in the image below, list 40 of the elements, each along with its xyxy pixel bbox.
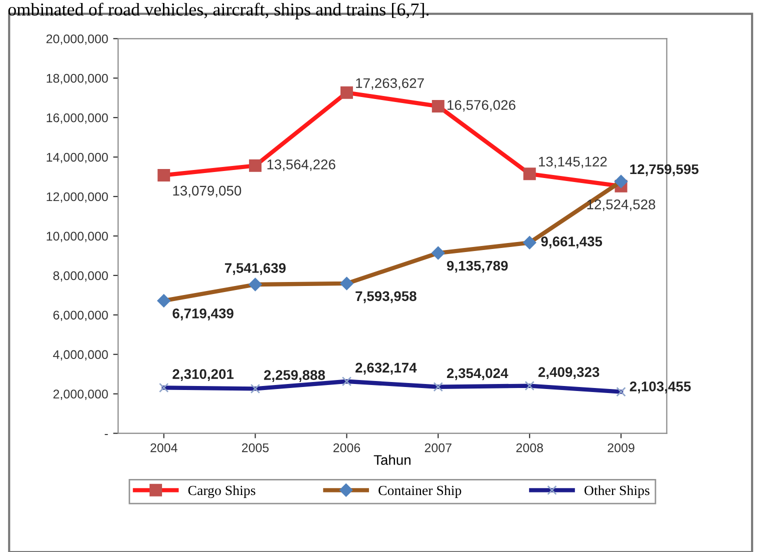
- y-tick-label: -: [104, 434, 108, 436]
- data-label: 2,103,455: [630, 382, 691, 394]
- legend-label: Other Ships: [584, 485, 650, 498]
- y-tick-label: 18,000,000: [46, 74, 108, 84]
- data-label: 2,259,888: [264, 370, 325, 382]
- data-label: 6,719,439: [172, 308, 234, 320]
- x-tick-label: 2007: [424, 443, 452, 452]
- x-tick-label: 2004: [150, 443, 178, 452]
- x-axis-title: Tahun: [374, 454, 410, 465]
- legend-label: Container Ship: [378, 485, 462, 498]
- data-label: 13,564,226: [267, 160, 336, 172]
- y-tick-label: 10,000,000: [46, 232, 108, 242]
- y-tick-label: 2,000,000: [53, 390, 108, 400]
- data-label: 2,632,174: [356, 362, 417, 375]
- data-label: 13,145,122: [538, 156, 607, 168]
- y-tick-label: 4,000,000: [53, 350, 108, 361]
- data-label: 7,541,639: [224, 263, 286, 275]
- x-tick-label: 2008: [516, 443, 543, 452]
- data-label: 13,079,050: [173, 186, 242, 198]
- y-tick-label: 20,000,000: [46, 34, 108, 45]
- y-tick-label: 6,000,000: [53, 310, 108, 322]
- data-label: 12,759,595: [630, 164, 698, 176]
- x-tick-label: 2005: [242, 443, 269, 452]
- x-tick-label: 2006: [333, 443, 360, 452]
- y-tick-label: 14,000,000: [46, 152, 108, 164]
- legend-label: Cargo Ships: [188, 485, 256, 498]
- data-label: 7,593,958: [356, 291, 416, 304]
- x-tick-label: 2009: [608, 443, 634, 452]
- y-tick-label: 8,000,000: [53, 271, 108, 282]
- data-label: 2,310,201: [172, 369, 234, 381]
- data-label: 16,576,026: [448, 100, 516, 112]
- data-label: 9,661,435: [541, 236, 602, 248]
- y-tick-label: 16,000,000: [46, 113, 108, 124]
- text: ombinated of road vehicles, aircraft, ships and trains [6,7].: [8, 2, 429, 20]
- data-label: 17,263,627: [356, 78, 424, 90]
- data-label: 2,354,024: [446, 368, 508, 380]
- data-label: 2,409,323: [538, 367, 600, 380]
- y-tick-label: 12,000,000: [46, 192, 108, 203]
- data-label: 9,135,789: [446, 260, 508, 273]
- data-label: 12,524,528: [587, 200, 656, 211]
